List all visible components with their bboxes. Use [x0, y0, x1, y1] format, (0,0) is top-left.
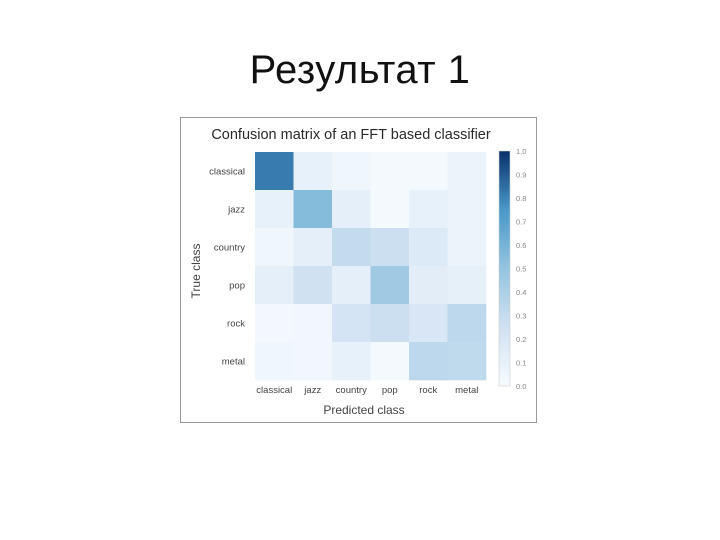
confusion-matrix-figure: Confusion matrix of an FFT based classif… [180, 117, 537, 423]
heatmap-cell-metal-rock [409, 342, 448, 381]
x-tick-label-classical: classical [256, 385, 292, 396]
heatmap-cell-metal-classical [255, 342, 294, 381]
x-tick-label-jazz: jazz [303, 385, 321, 396]
heatmap-cell-rock-pop [370, 304, 410, 343]
x-tick-label-metal: metal [455, 385, 478, 396]
heatmap-cell-rock-rock [409, 304, 448, 343]
heatmap-cell-country-country [332, 228, 371, 267]
colorbar-tick-label: 0.5 [516, 265, 526, 274]
heatmap-cell-classical-country [332, 152, 371, 191]
heatmap-cell-rock-metal [447, 304, 487, 343]
heatmap-cell-classical-jazz [293, 152, 333, 191]
x-tick-labels: classical jazz country pop rock metal [256, 385, 478, 396]
colorbar [498, 150, 511, 387]
heatmap-cell-jazz-pop [370, 190, 410, 229]
slide-title: Результат 1 [249, 48, 471, 92]
colorbar-tick-label: 0.4 [516, 288, 526, 297]
y-tick-label-jazz: jazz [227, 205, 245, 216]
heatmap-cell-rock-country [332, 304, 371, 343]
colorbar-tick-label: 0.8 [516, 194, 526, 203]
heatmap-cell-classical-pop [370, 152, 410, 191]
colorbar-tick-label: 0.6 [516, 241, 526, 250]
heatmap-cell-metal-country [332, 342, 371, 381]
heatmap-cell-jazz-rock [409, 190, 448, 229]
y-tick-label-pop: pop [229, 281, 245, 292]
x-tick-label-pop: pop [382, 385, 398, 396]
heatmap-cell-classical-rock [409, 152, 448, 191]
colorbar-tick-label: 0.1 [516, 359, 526, 368]
confusion-matrix-chart: Confusion matrix of an FFT based classif… [189, 127, 526, 417]
heatmap-cell-pop-rock [409, 266, 448, 305]
heatmap-cell-metal-metal [447, 342, 487, 381]
colorbar-tick-label: 0.9 [516, 171, 526, 180]
heatmap-cell-country-classical [255, 228, 294, 267]
heatmap-cell-country-jazz [293, 228, 333, 267]
heatmap-cell-metal-pop [370, 342, 410, 381]
heatmap-cell-rock-jazz [293, 304, 333, 343]
y-tick-label-classical: classical [209, 167, 245, 178]
colorbar-tick-labels: 0.0 0.1 0.2 0.3 0.4 0.5 0.6 0.7 0.8 0.9 1.0 [516, 147, 526, 391]
y-tick-label-country: country [214, 243, 245, 254]
heatmap-cells [255, 152, 487, 381]
heatmap-cell-pop-jazz [293, 266, 333, 305]
chart-title: Confusion matrix of an FFT based classif… [211, 127, 491, 143]
heatmap-cell-classical-metal [447, 152, 487, 191]
heatmap-cell-country-pop [370, 228, 410, 267]
heatmap-cell-classical-classical [255, 152, 294, 191]
colorbar-tick-label: 0.2 [516, 335, 526, 344]
colorbar-tick-label: 0.0 [516, 382, 526, 391]
heatmap-cell-rock-classical [255, 304, 294, 343]
y-tick-labels: classical jazz country pop rock metal [209, 167, 245, 368]
heatmap-cell-pop-country [332, 266, 371, 305]
colorbar-tick-label: 1.0 [516, 147, 526, 156]
y-tick-label-metal: metal [222, 357, 245, 368]
heatmap-cell-country-rock [409, 228, 448, 267]
heatmap-cell-jazz-classical [255, 190, 294, 229]
colorbar-tick-label: 0.7 [516, 218, 526, 227]
x-axis-label: Predicted class [323, 403, 404, 417]
heatmap-cell-country-metal [447, 228, 487, 267]
y-tick-label-rock: rock [227, 319, 245, 330]
colorbar-tick-label: 0.3 [516, 312, 526, 321]
x-tick-label-country: country [336, 385, 367, 396]
heatmap-cell-pop-pop [370, 266, 410, 305]
x-tick-label-rock: rock [419, 385, 437, 396]
heatmap-cell-jazz-jazz [293, 190, 333, 229]
heatmap-cell-pop-classical [255, 266, 294, 305]
heatmap-cell-pop-metal [447, 266, 487, 305]
heatmap-cell-jazz-metal [447, 190, 487, 229]
y-axis-label: True class [189, 244, 203, 299]
heatmap-cell-jazz-country [332, 190, 371, 229]
heatmap-cell-metal-jazz [293, 342, 333, 381]
